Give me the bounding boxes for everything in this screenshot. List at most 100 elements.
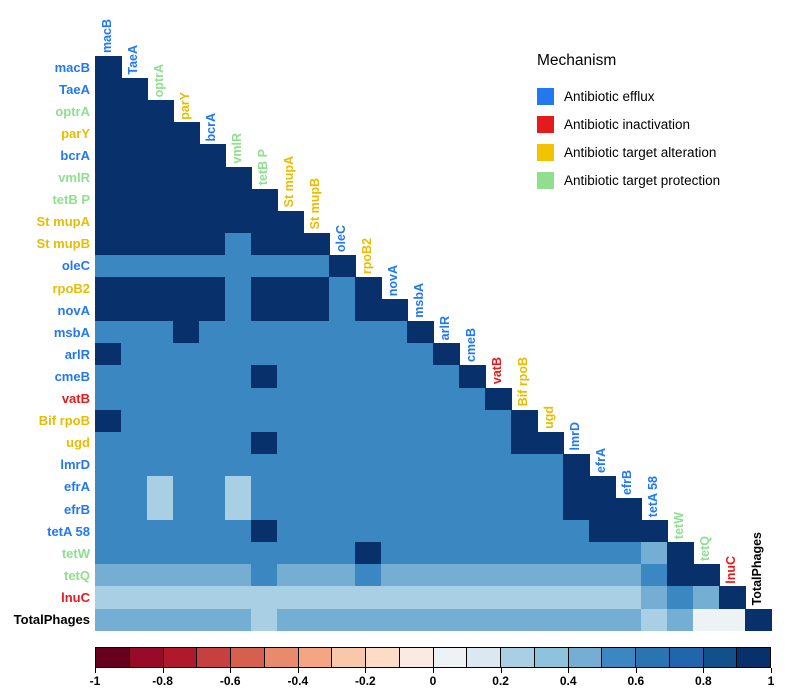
heatmap-cell (199, 409, 226, 433)
legend-item-label: Antibiotic inactivation (564, 116, 691, 132)
legend-swatch-protection (537, 171, 554, 189)
heatmap-cell (173, 210, 200, 234)
heatmap-cell (225, 254, 252, 278)
heatmap-cell (407, 431, 434, 455)
heatmap-cell (329, 475, 356, 499)
heatmap-cell (433, 498, 460, 521)
mechanism-legend: Mechanism Antibiotic efflux Antibiotic i… (537, 52, 720, 194)
heatmap-cell (251, 365, 278, 388)
heatmap-cell (95, 188, 122, 212)
heatmap-cell (589, 498, 616, 521)
heatmap-cell (199, 232, 226, 256)
colorbar-segment (163, 648, 198, 667)
heatmap-cell (95, 254, 122, 278)
column-label: TotalPhages (750, 532, 764, 606)
heatmap-cell (121, 387, 148, 411)
heatmap-cell (251, 321, 278, 344)
heatmap-cell (121, 188, 148, 212)
heatmap-cell (251, 254, 278, 278)
heatmap-cell (485, 387, 512, 411)
heatmap-cell (173, 498, 200, 521)
heatmap-cell (355, 520, 382, 543)
column-label: lnuC (724, 555, 738, 584)
heatmap-cell (303, 475, 330, 499)
heatmap-cell (459, 475, 486, 499)
heatmap-cell (95, 78, 122, 101)
heatmap-cell (225, 343, 252, 366)
heatmap-cell (121, 144, 148, 167)
heatmap-cell (381, 409, 408, 433)
heatmap-cell (173, 409, 200, 433)
legend-swatch-alteration (537, 143, 554, 161)
heatmap-cell (147, 431, 174, 455)
column-label: tetQ (698, 536, 712, 562)
heatmap-cell (511, 498, 538, 521)
heatmap-cell (121, 166, 148, 190)
heatmap-cell (173, 542, 200, 565)
heatmap-cell (537, 431, 564, 455)
heatmap-cell (147, 520, 174, 543)
heatmap-cell (95, 365, 122, 388)
heatmap-cell (225, 387, 252, 411)
heatmap-cell (615, 586, 642, 609)
colorbar-tick-label: -0.2 (355, 674, 376, 688)
heatmap-cell (303, 520, 330, 543)
heatmap-cell (121, 586, 148, 609)
colorbar-tick-label: 0.2 (492, 674, 509, 688)
heatmap-cell (303, 232, 330, 256)
heatmap-cell (303, 586, 330, 609)
colorbar-segment (568, 648, 603, 667)
heatmap-cell (147, 122, 174, 145)
heatmap-cell (225, 498, 252, 521)
heatmap-cell (173, 321, 200, 344)
heatmap-cell (251, 409, 278, 433)
heatmap-cell (381, 520, 408, 543)
heatmap-cell (381, 586, 408, 609)
column-label: tetA 58 (646, 475, 660, 518)
heatmap-cell (251, 453, 278, 477)
column-label: efrB (620, 469, 634, 495)
heatmap-cell (381, 475, 408, 499)
heatmap-cell (459, 431, 486, 455)
heatmap-cell (485, 564, 512, 587)
heatmap-cell (95, 608, 122, 632)
heatmap-cell (511, 608, 538, 632)
heatmap-cell (329, 608, 356, 632)
heatmap-cell (355, 365, 382, 388)
heatmap-cell (251, 387, 278, 411)
heatmap-cell (355, 542, 382, 565)
heatmap-cell (693, 608, 720, 632)
heatmap-cell (225, 166, 252, 190)
heatmap-cell (563, 564, 590, 587)
heatmap-cell (615, 608, 642, 632)
heatmap-cell (719, 608, 746, 632)
heatmap-cell (225, 210, 252, 234)
heatmap-cell (277, 254, 304, 278)
heatmap-cell (485, 586, 512, 609)
column-label: rpoB2 (360, 237, 374, 274)
heatmap-cell (485, 409, 512, 433)
heatmap-cell (719, 586, 746, 609)
heatmap-cell (199, 586, 226, 609)
heatmap-cell (433, 387, 460, 411)
legend-swatch-efflux (537, 87, 554, 105)
heatmap-cell (589, 475, 616, 499)
heatmap-cell (199, 321, 226, 344)
row-label: tetA 58 (47, 523, 90, 539)
column-label: bcrA (204, 112, 218, 142)
colorbar-segment (231, 648, 265, 667)
heatmap-cell (459, 586, 486, 609)
heatmap-cell (433, 475, 460, 499)
heatmap-cell (615, 564, 642, 587)
column-label: ugd (542, 405, 556, 429)
heatmap-cell (173, 166, 200, 190)
heatmap-cell (121, 498, 148, 521)
heatmap-cell (277, 498, 304, 521)
heatmap-cell (329, 453, 356, 477)
legend-item: Antibiotic efflux (537, 82, 720, 110)
row-label: lnuC (61, 589, 90, 605)
heatmap-cell (121, 277, 148, 300)
heatmap-cell (329, 520, 356, 543)
heatmap-cell (199, 254, 226, 278)
heatmap-cell (407, 608, 434, 632)
